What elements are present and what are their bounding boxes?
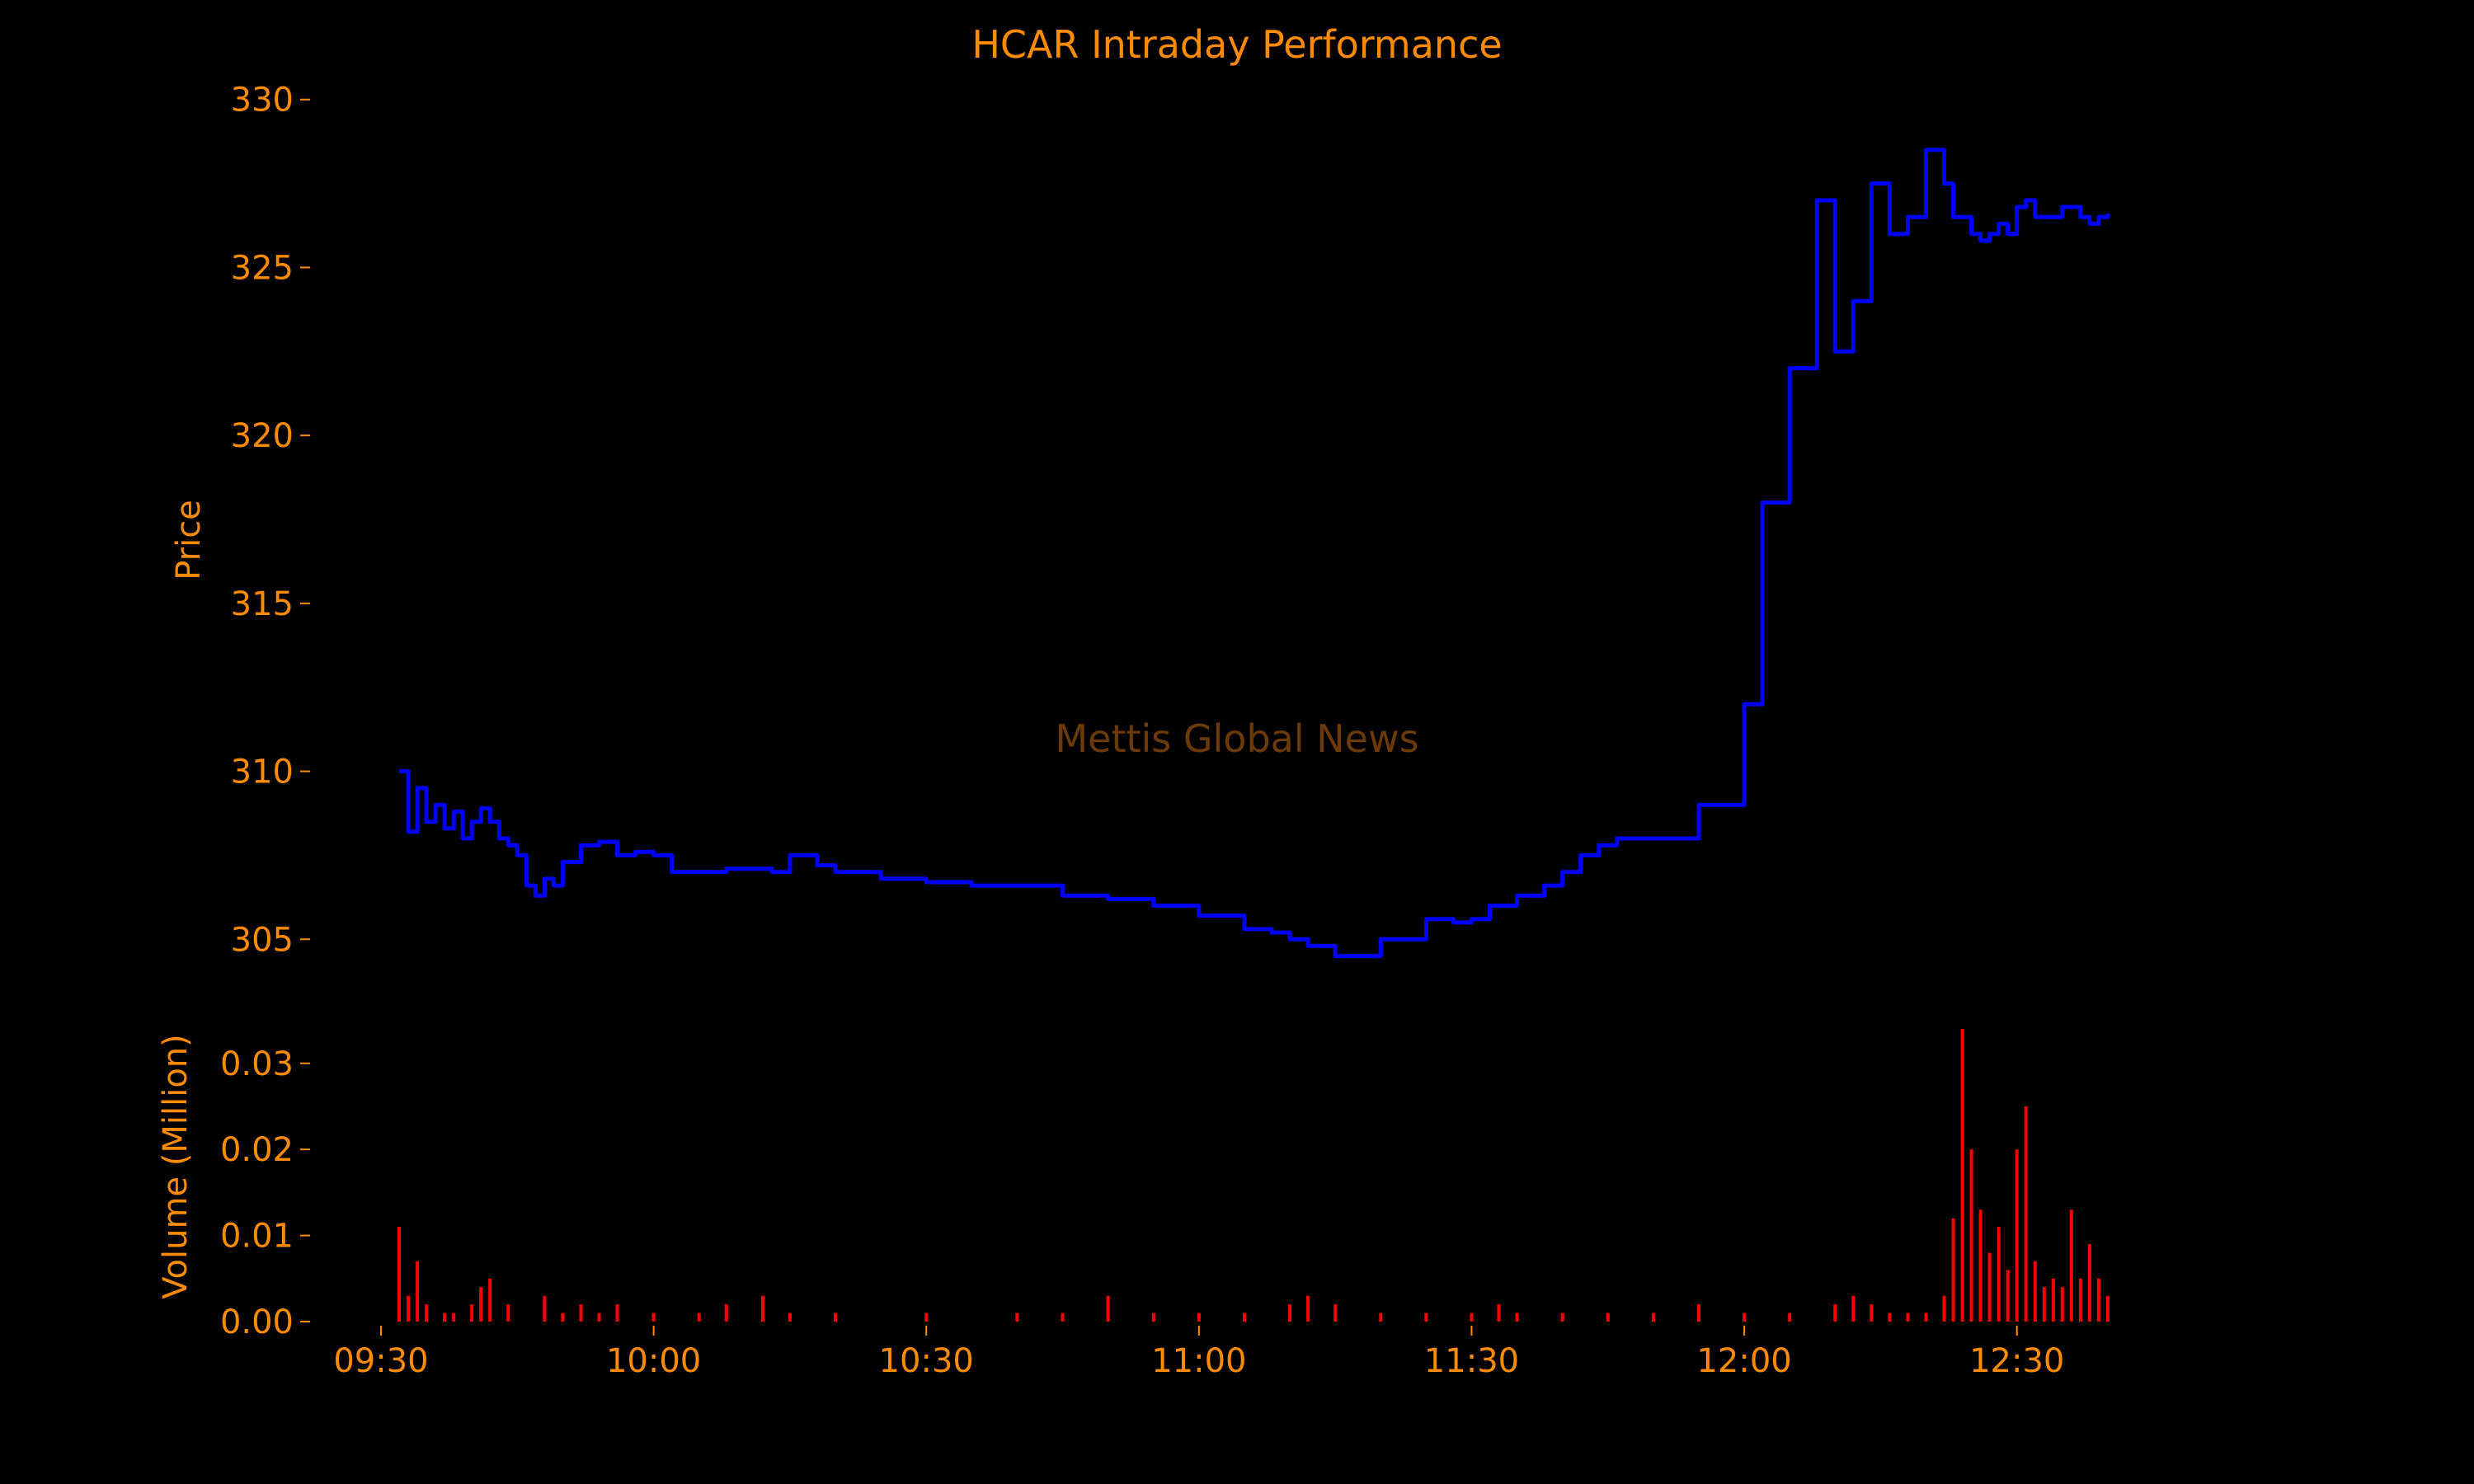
volume-bar [1960,1029,1964,1322]
volume-bar [470,1304,474,1322]
x-tick-label: 12:30 [1969,1342,2064,1380]
price-axis-label: Price [170,500,208,580]
volume-bar [1833,1304,1837,1322]
volume-bar [1997,1227,2001,1322]
volume-bar [1697,1304,1700,1322]
price-y-tick-label: 320 [231,417,294,455]
volume-bar [1870,1304,1874,1322]
volume-bar [579,1304,583,1322]
volume-bar [1015,1313,1019,1322]
volume-bar [2087,1244,2091,1322]
volume-bar [1515,1313,1519,1322]
time-x-axis: 09:30 10:00 10:30 11:00 11:30 12:00 12:30 [333,1326,2064,1380]
price-series-line [399,148,2110,959]
volume-bar [615,1304,619,1322]
volume-bar [2069,1209,2073,1322]
volume-bar [924,1313,929,1322]
volume-bar [1306,1295,1310,1322]
volume-bar [1924,1313,1928,1322]
volume-bar [1424,1313,1428,1322]
volume-bar [597,1313,601,1322]
price-y-tick-label: 315 [231,585,294,623]
volume-y-tick-label: 0.02 [220,1131,294,1169]
volume-y-tick-label: 0.01 [220,1218,294,1256]
price-y-tick-label: 325 [231,249,294,287]
volume-bar [1560,1313,1564,1322]
volume-y-tick-label: 0.00 [220,1303,294,1341]
price-y-axis: 305 310 315 320 325 330 [231,82,310,959]
volume-bar [651,1313,656,1322]
price-y-tick-label: 310 [231,754,294,791]
volume-bar [2033,1261,2037,1322]
volume-bar [2060,1287,2064,1322]
volume-bar [2042,1287,2046,1322]
volume-bar [1851,1295,1856,1322]
volume-bar [443,1313,447,1322]
volume-bar [1906,1313,1910,1322]
volume-bar [1061,1313,1065,1322]
volume-bar [2006,1270,2010,1322]
volume-bars [397,1029,2109,1322]
volume-bar [2051,1278,2055,1322]
volume-bar [1470,1313,1474,1322]
x-tick-label: 12:00 [1696,1342,1791,1380]
x-tick-label: 10:30 [879,1342,974,1380]
x-tick-label: 11:00 [1151,1342,1246,1380]
volume-bar [1288,1304,1292,1322]
volume-bar [697,1313,701,1322]
volume-bar [1497,1304,1501,1322]
volume-bar [1106,1295,1110,1322]
volume-bar [1951,1218,1955,1322]
volume-bar [407,1295,411,1322]
volume-y-axis: 0.00 0.01 0.02 0.03 [220,1045,310,1341]
volume-bar [2105,1295,2109,1322]
price-panel: 305 310 315 320 325 330 Price [170,82,2110,959]
volume-bar [2015,1149,2019,1322]
volume-bar [1978,1209,1982,1322]
volume-bar [1888,1313,1892,1322]
volume-bar [1942,1295,1946,1322]
volume-bar [479,1287,483,1322]
volume-bar [397,1227,401,1322]
volume-bar [416,1261,420,1322]
volume-bar [834,1313,837,1322]
volume-bar [1606,1313,1610,1322]
volume-bar [1987,1252,1992,1322]
volume-bar [1743,1313,1747,1322]
price-y-tick-label: 330 [231,82,294,120]
volume-bar [488,1278,492,1322]
volume-bar [788,1313,792,1322]
volume-bar [760,1295,764,1322]
watermark-text: Mettis Global News [1055,716,1418,761]
volume-bar [1243,1313,1246,1322]
volume-bar [1651,1313,1655,1322]
volume-panel: 0.00 0.01 0.02 0.03 Volume (Million) [157,1029,2109,1341]
volume-bar [1379,1313,1383,1322]
volume-bar [543,1295,547,1322]
volume-bar [452,1313,456,1322]
volume-bar [1969,1149,1973,1322]
x-tick-label: 11:30 [1424,1342,1519,1380]
volume-bar [2024,1106,2028,1322]
price-y-tick-label: 305 [231,921,294,959]
volume-bar [2078,1278,2082,1322]
volume-bar [506,1304,510,1322]
volume-bar [1788,1313,1792,1322]
x-tick-label: 09:30 [333,1342,428,1380]
volume-bar [425,1304,429,1322]
volume-bar [1197,1313,1201,1322]
volume-bar [561,1313,565,1322]
volume-bar [1333,1304,1338,1322]
x-tick-label: 10:00 [606,1342,701,1380]
volume-y-tick-label: 0.03 [220,1045,294,1083]
volume-bar [1151,1313,1155,1322]
volume-axis-label: Volume (Million) [157,1034,195,1298]
chart-title: HCAR Intraday Performance [971,22,1502,67]
volume-bar [2096,1278,2100,1322]
volume-bar [724,1304,728,1322]
